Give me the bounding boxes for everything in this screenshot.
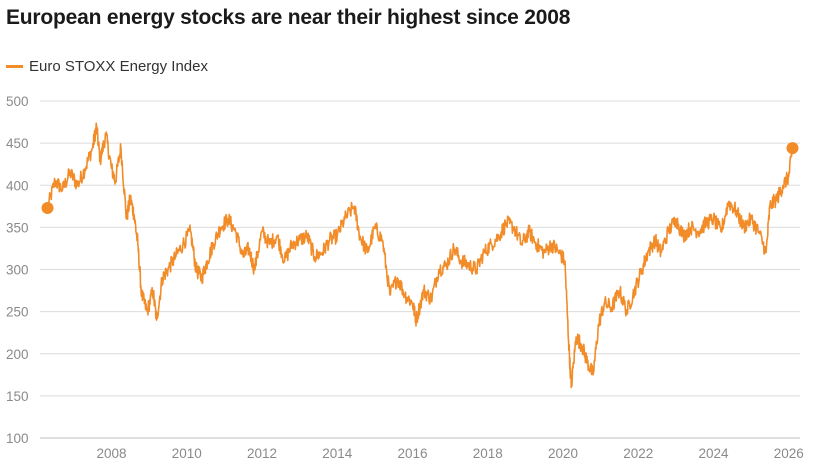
x-tick-label: 2024 [698, 446, 729, 461]
y-tick-label: 250 [6, 305, 29, 320]
legend-label: Euro STOXX Energy Index [29, 58, 208, 75]
x-tick-label: 2022 [623, 446, 653, 461]
x-tick-label: 2012 [247, 446, 277, 461]
x-tick-label: 2020 [548, 446, 578, 461]
x-tick-label: 2026 [774, 446, 804, 461]
y-tick-label: 300 [6, 263, 29, 278]
x-tick-label: 2014 [322, 446, 353, 461]
y-tick-label: 100 [6, 431, 29, 446]
start-point-marker [41, 201, 54, 214]
x-tick-label: 2010 [172, 446, 202, 461]
end-point-marker [786, 142, 799, 155]
y-tick-label: 400 [6, 178, 29, 193]
y-tick-label: 150 [6, 389, 29, 404]
y-tick-label: 450 [6, 136, 29, 151]
y-tick-label: 350 [6, 220, 29, 235]
x-tick-label: 2016 [397, 446, 427, 461]
chart-title: European energy stocks are near their hi… [6, 6, 571, 29]
x-tick-label: 2018 [473, 446, 503, 461]
series-line [46, 122, 794, 389]
x-tick-label: 2008 [96, 446, 126, 461]
y-tick-label: 500 [6, 94, 29, 109]
y-tick-label: 200 [6, 347, 29, 362]
legend-swatch [6, 65, 23, 68]
legend: Euro STOXX Energy Index [6, 58, 208, 75]
